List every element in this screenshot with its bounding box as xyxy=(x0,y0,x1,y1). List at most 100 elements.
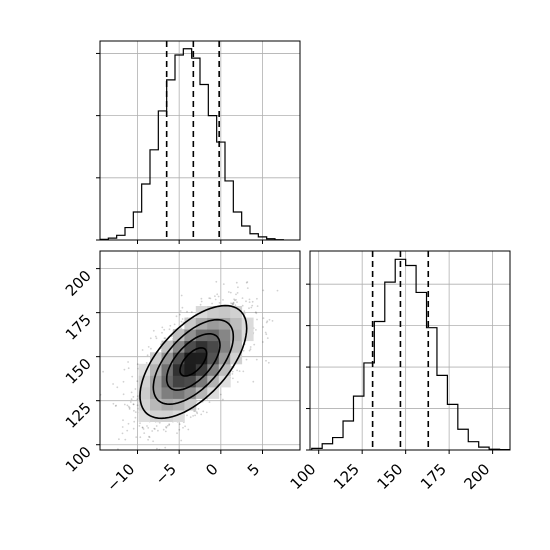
density-cell xyxy=(207,340,220,353)
x-tick-label: 175 xyxy=(417,460,450,493)
scatter-point xyxy=(139,436,142,439)
scatter-point xyxy=(266,337,269,339)
x-tick-label: 0 xyxy=(202,460,221,479)
scatter-point xyxy=(122,393,125,396)
scatter-point xyxy=(165,426,167,428)
density-panel-x0-x1: −10 −5 0 5 100 125 150 175 200 xyxy=(62,250,301,495)
scatter-point xyxy=(262,341,264,343)
density-cell xyxy=(230,317,243,330)
scatter-point xyxy=(235,293,237,296)
scatter-point xyxy=(208,401,211,403)
scatter-point xyxy=(256,305,259,307)
scatter-point xyxy=(154,428,156,430)
scatter-point xyxy=(237,286,239,289)
scatter-point xyxy=(168,423,171,425)
histogram-panel-x0 xyxy=(96,40,301,244)
scatter-point xyxy=(251,304,254,307)
scatter-point xyxy=(168,424,171,426)
scatter-point xyxy=(215,280,218,283)
scatter-point xyxy=(255,358,258,361)
scatter-point xyxy=(267,361,270,364)
scatter-point xyxy=(157,429,159,432)
scatter-point xyxy=(264,331,267,334)
scatter-point xyxy=(205,411,208,414)
scatter-point xyxy=(262,326,265,328)
density-cell xyxy=(172,398,185,411)
scatter-point xyxy=(136,363,139,366)
scatter-point xyxy=(187,428,190,431)
density-cell xyxy=(218,352,231,365)
scatter-point xyxy=(248,307,250,310)
scatter-point xyxy=(118,438,120,441)
scatter-point xyxy=(168,328,171,331)
density-cell xyxy=(172,386,185,399)
scatter-point xyxy=(194,410,197,412)
density-contour xyxy=(139,304,248,420)
scatter-point xyxy=(180,320,183,323)
scatter-point xyxy=(121,432,124,435)
density-cell xyxy=(184,363,197,376)
scatter-point xyxy=(122,380,125,383)
scatter-point xyxy=(222,398,224,401)
scatter-point xyxy=(234,299,236,302)
scatter-point xyxy=(148,436,151,438)
scatter-point xyxy=(250,306,253,309)
scatter-point xyxy=(222,299,224,301)
density-cell xyxy=(184,375,197,388)
scatter-point xyxy=(231,373,234,375)
scatter-point xyxy=(126,404,129,407)
scatter-point xyxy=(208,297,211,299)
scatter-point xyxy=(155,425,158,427)
density-cell xyxy=(218,340,231,353)
density-cell xyxy=(207,363,220,376)
density-cell xyxy=(138,363,151,376)
scatter-point xyxy=(241,304,244,307)
y-tick-label: 100 xyxy=(62,443,95,476)
density-cell xyxy=(195,363,208,376)
scatter-point xyxy=(165,426,168,429)
scatter-point xyxy=(152,440,155,443)
scatter-point xyxy=(149,337,152,340)
scatter-point xyxy=(128,406,131,409)
scatter-point xyxy=(190,311,193,313)
density-cell xyxy=(184,340,197,353)
density-cell xyxy=(241,329,254,342)
scatter-point xyxy=(134,416,137,419)
scatter-point xyxy=(251,300,254,303)
scatter-point xyxy=(142,428,145,430)
scatter-point xyxy=(181,318,184,320)
axes-frame-main xyxy=(99,250,301,451)
scatter-point xyxy=(176,432,178,435)
scatter-point xyxy=(243,310,246,313)
density-cell xyxy=(218,329,231,342)
scatter-point xyxy=(127,361,129,363)
density-cell xyxy=(172,340,185,353)
scatter-point xyxy=(199,303,202,306)
scatter-point xyxy=(181,306,184,309)
x-tick-label: 5 xyxy=(244,460,263,479)
scatter-point xyxy=(132,403,135,406)
density-cell xyxy=(230,329,243,342)
grid-right xyxy=(310,251,510,451)
scatter-point xyxy=(265,333,268,336)
scatter-point xyxy=(122,419,124,422)
scatter-point xyxy=(197,408,200,410)
density-cell xyxy=(218,363,231,376)
scatter-point xyxy=(236,369,239,372)
scatter-point xyxy=(127,422,130,425)
scatter-point xyxy=(164,337,167,340)
scatter-point xyxy=(147,346,150,348)
scatter-point xyxy=(241,297,244,299)
scatter-point xyxy=(150,347,152,350)
scatter-point xyxy=(161,331,163,334)
scatter-point xyxy=(249,346,252,348)
scatter-point xyxy=(255,312,258,315)
x-tick-label: 200 xyxy=(460,460,493,493)
scatter-point xyxy=(262,317,265,320)
scatter-point xyxy=(114,405,117,407)
scatter-point xyxy=(249,348,252,351)
scatter-point xyxy=(231,370,234,373)
scatter-point xyxy=(123,403,126,406)
scatter-point xyxy=(161,326,164,329)
scatter-point xyxy=(262,289,265,292)
